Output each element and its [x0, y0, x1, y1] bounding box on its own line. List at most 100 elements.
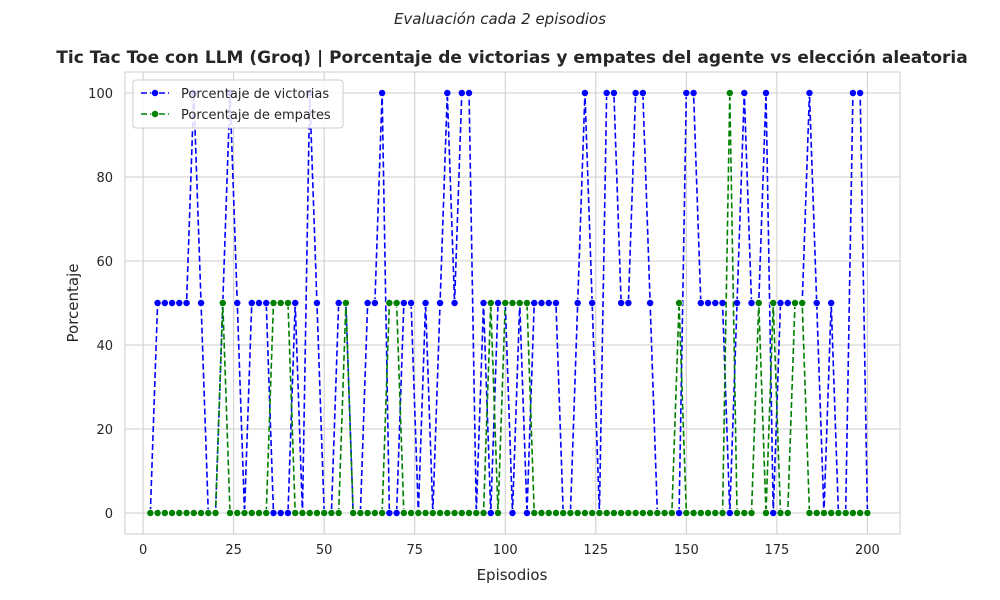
data-point: [609, 509, 618, 517]
data-point: [276, 509, 285, 517]
data-point: [450, 509, 459, 517]
data-point: [233, 299, 242, 307]
data-point: [638, 509, 647, 517]
data-point: [566, 509, 575, 517]
data-point: [197, 509, 205, 517]
data-point: [421, 299, 430, 307]
data-point: [508, 299, 517, 307]
data-point: [776, 299, 785, 307]
data-point: [754, 299, 763, 307]
data-point: [168, 299, 177, 307]
data-point: [182, 509, 191, 517]
data-point: [552, 509, 560, 517]
data-point: [718, 299, 727, 307]
data-point: [725, 89, 734, 97]
data-point: [827, 299, 836, 307]
x-tick-label: 50: [316, 543, 333, 558]
data-point: [841, 509, 850, 517]
data-point: [711, 509, 720, 517]
data-point: [783, 299, 792, 307]
data-point: [443, 89, 452, 97]
data-point: [805, 509, 814, 517]
data-point: [284, 299, 292, 307]
data-point: [530, 299, 539, 307]
data-point: [515, 299, 524, 307]
data-point: [465, 89, 473, 97]
data-point: [682, 89, 691, 97]
data-point: [617, 509, 626, 517]
x-axis-ticks: 0 25 50 75 100 125 150 175 200: [139, 543, 880, 558]
data-point: [805, 89, 814, 97]
data-point: [783, 509, 792, 517]
data-point: [341, 299, 350, 307]
y-tick-label: 80: [96, 171, 113, 186]
data-point: [153, 299, 162, 307]
data-point: [733, 299, 741, 307]
data-point: [312, 509, 321, 517]
data-point: [312, 299, 321, 307]
data-point: [327, 509, 336, 517]
data-point: [573, 299, 582, 307]
data-point: [182, 299, 191, 307]
data-point: [414, 509, 423, 517]
data-point: [769, 509, 778, 517]
data-point: [617, 299, 626, 307]
data-point: [269, 299, 278, 307]
data-point: [146, 509, 155, 517]
legend-box: [132, 79, 344, 129]
data-point: [588, 509, 597, 517]
legend-swatch-marker: [151, 110, 159, 118]
data-point: [762, 509, 770, 517]
data-point: [175, 299, 184, 307]
data-point: [660, 509, 669, 517]
y-tick-label: 100: [88, 87, 113, 102]
data-point: [298, 509, 307, 517]
series-group: [146, 89, 872, 517]
y-axis-label: Porcentaje: [64, 264, 82, 343]
data-point: [363, 509, 372, 517]
legend-item: Porcentaje de victorias: [141, 87, 329, 102]
data-point: [436, 299, 445, 307]
data-point: [247, 509, 256, 517]
data-point: [291, 299, 300, 307]
data-point: [168, 509, 177, 517]
data-point: [762, 89, 770, 97]
data-point: [646, 299, 655, 307]
data-point: [334, 509, 343, 517]
data-point: [255, 299, 263, 307]
data-point: [820, 509, 828, 517]
data-point: [443, 509, 452, 517]
data-point: [791, 299, 799, 307]
data-point: [385, 299, 394, 307]
data-point: [457, 509, 466, 517]
data-point: [349, 509, 358, 517]
data-point: [537, 509, 546, 517]
data-point: [523, 509, 531, 517]
data-point: [704, 509, 713, 517]
x-tick-label: 150: [674, 543, 699, 558]
data-point: [812, 299, 821, 307]
data-point: [602, 509, 611, 517]
data-point: [370, 509, 379, 517]
data-point: [508, 509, 517, 517]
data-point: [544, 509, 553, 517]
data-point: [291, 509, 300, 517]
data-point: [457, 89, 466, 97]
data-point: [276, 299, 285, 307]
data-point: [189, 509, 198, 517]
data-point: [523, 299, 531, 307]
data-point: [631, 509, 640, 517]
data-point: [725, 509, 734, 517]
y-tick-label: 20: [96, 423, 113, 438]
data-point: [160, 509, 169, 517]
data-point: [733, 509, 741, 517]
data-point: [812, 509, 821, 517]
data-point: [370, 299, 379, 307]
data-point: [856, 89, 865, 97]
data-point: [696, 509, 705, 517]
y-tick-label: 60: [96, 255, 113, 270]
data-point: [740, 89, 749, 97]
data-point: [197, 299, 205, 307]
data-point: [465, 509, 473, 517]
